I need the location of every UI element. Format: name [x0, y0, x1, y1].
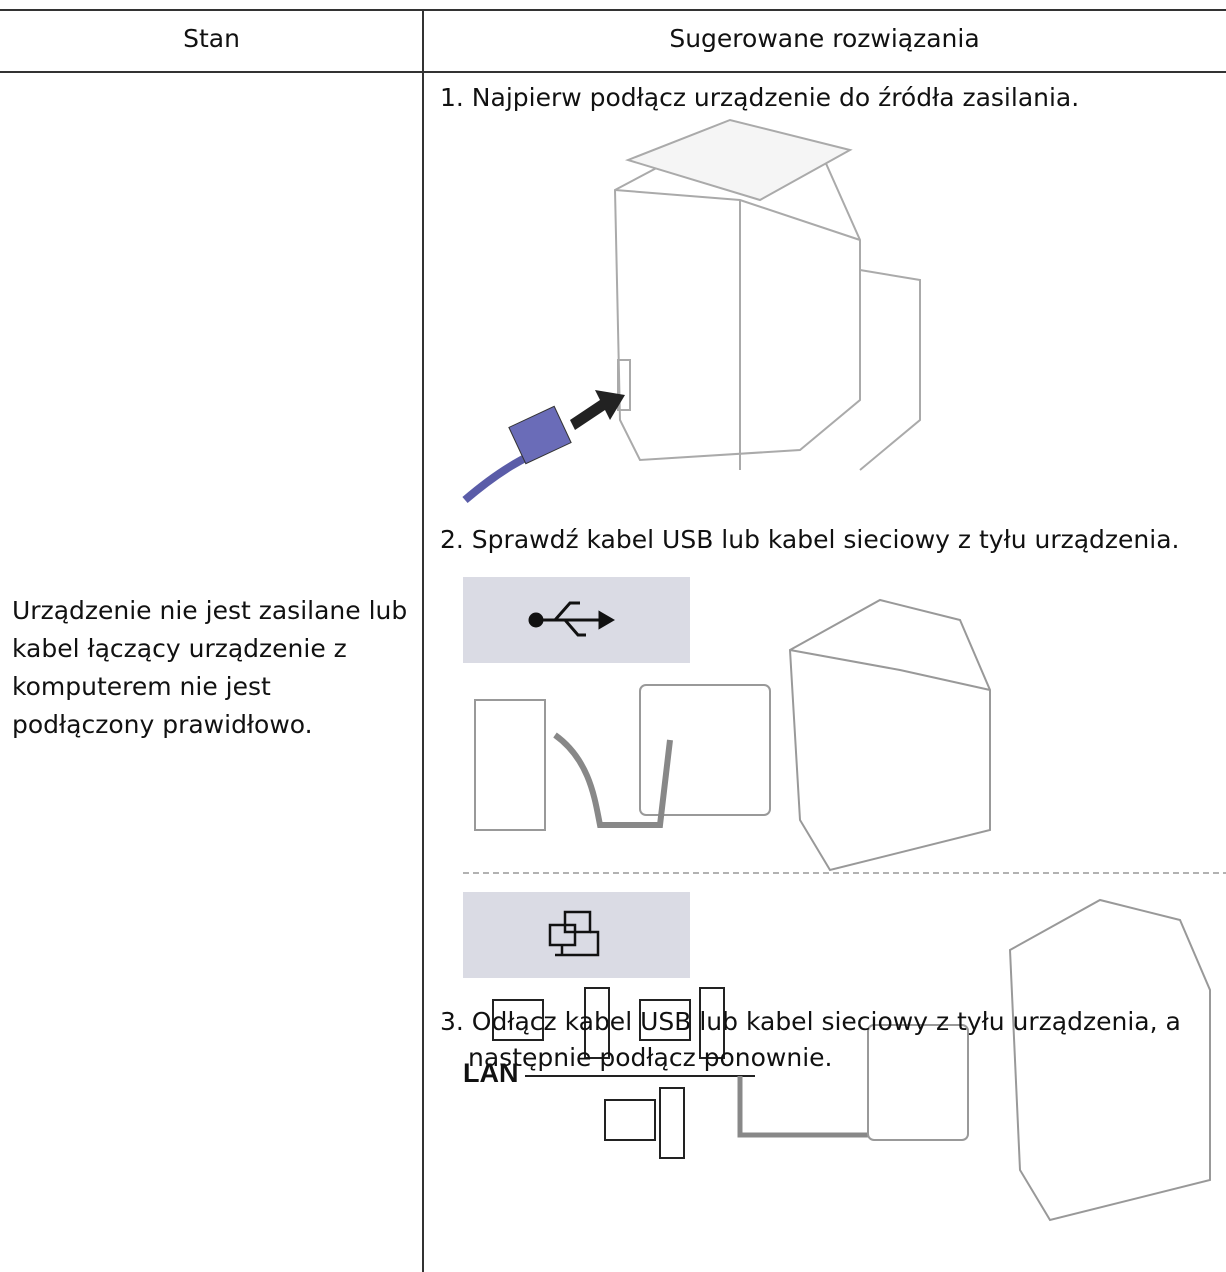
usb-icon: [528, 601, 615, 637]
plug: [508, 405, 572, 465]
network-illustration: [492, 898, 1211, 1222]
network-icon-box: [463, 892, 690, 978]
usb-cable: [553, 732, 673, 828]
column-header: Sugerowane rozwiązania: [669, 24, 980, 53]
arrow: [570, 390, 625, 430]
solution-step: 2. Sprawdź kabel USB lub kabel sieciowy …: [440, 525, 1180, 554]
power-illustration: [613, 118, 921, 471]
usb-illustration: [474, 598, 991, 872]
figure-label: LAN: [463, 1058, 519, 1088]
column-header: Stan: [183, 24, 240, 53]
solution-step: 3. Odłącz kabel USB lub kabel sieciowy z…: [440, 1007, 1181, 1072]
solution-step: 1. Najpierw podłącz urządzenie do źródła…: [440, 83, 1080, 112]
network-icon: [548, 910, 600, 957]
condition: Urządzenie nie jest zasilane lub kabel ł…: [12, 596, 408, 739]
